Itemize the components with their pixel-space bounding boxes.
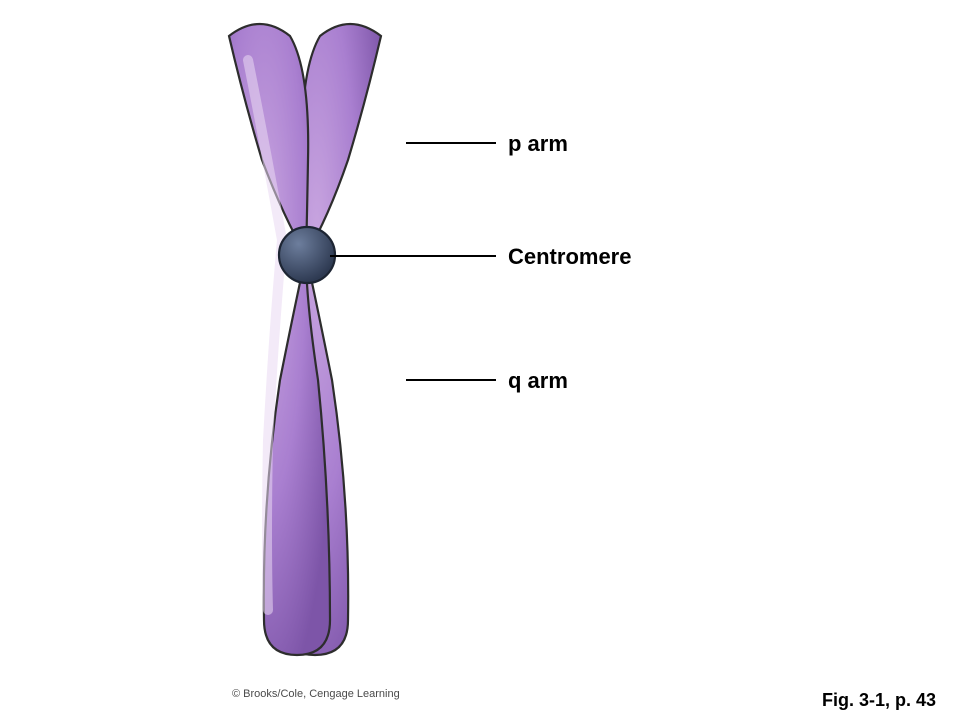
label-p-arm: p arm [508,131,568,157]
copyright-credit: © Brooks/Cole, Cengage Learning [232,688,400,700]
centromere [279,227,335,283]
label-q-arm: q arm [508,368,568,394]
diagram-stage: p arm Centromere q arm © Brooks/Cole, Ce… [0,0,960,720]
label-centromere: Centromere [508,244,631,270]
chromosome-figure [0,0,960,720]
figure-caption: Fig. 3-1, p. 43 [822,690,936,711]
